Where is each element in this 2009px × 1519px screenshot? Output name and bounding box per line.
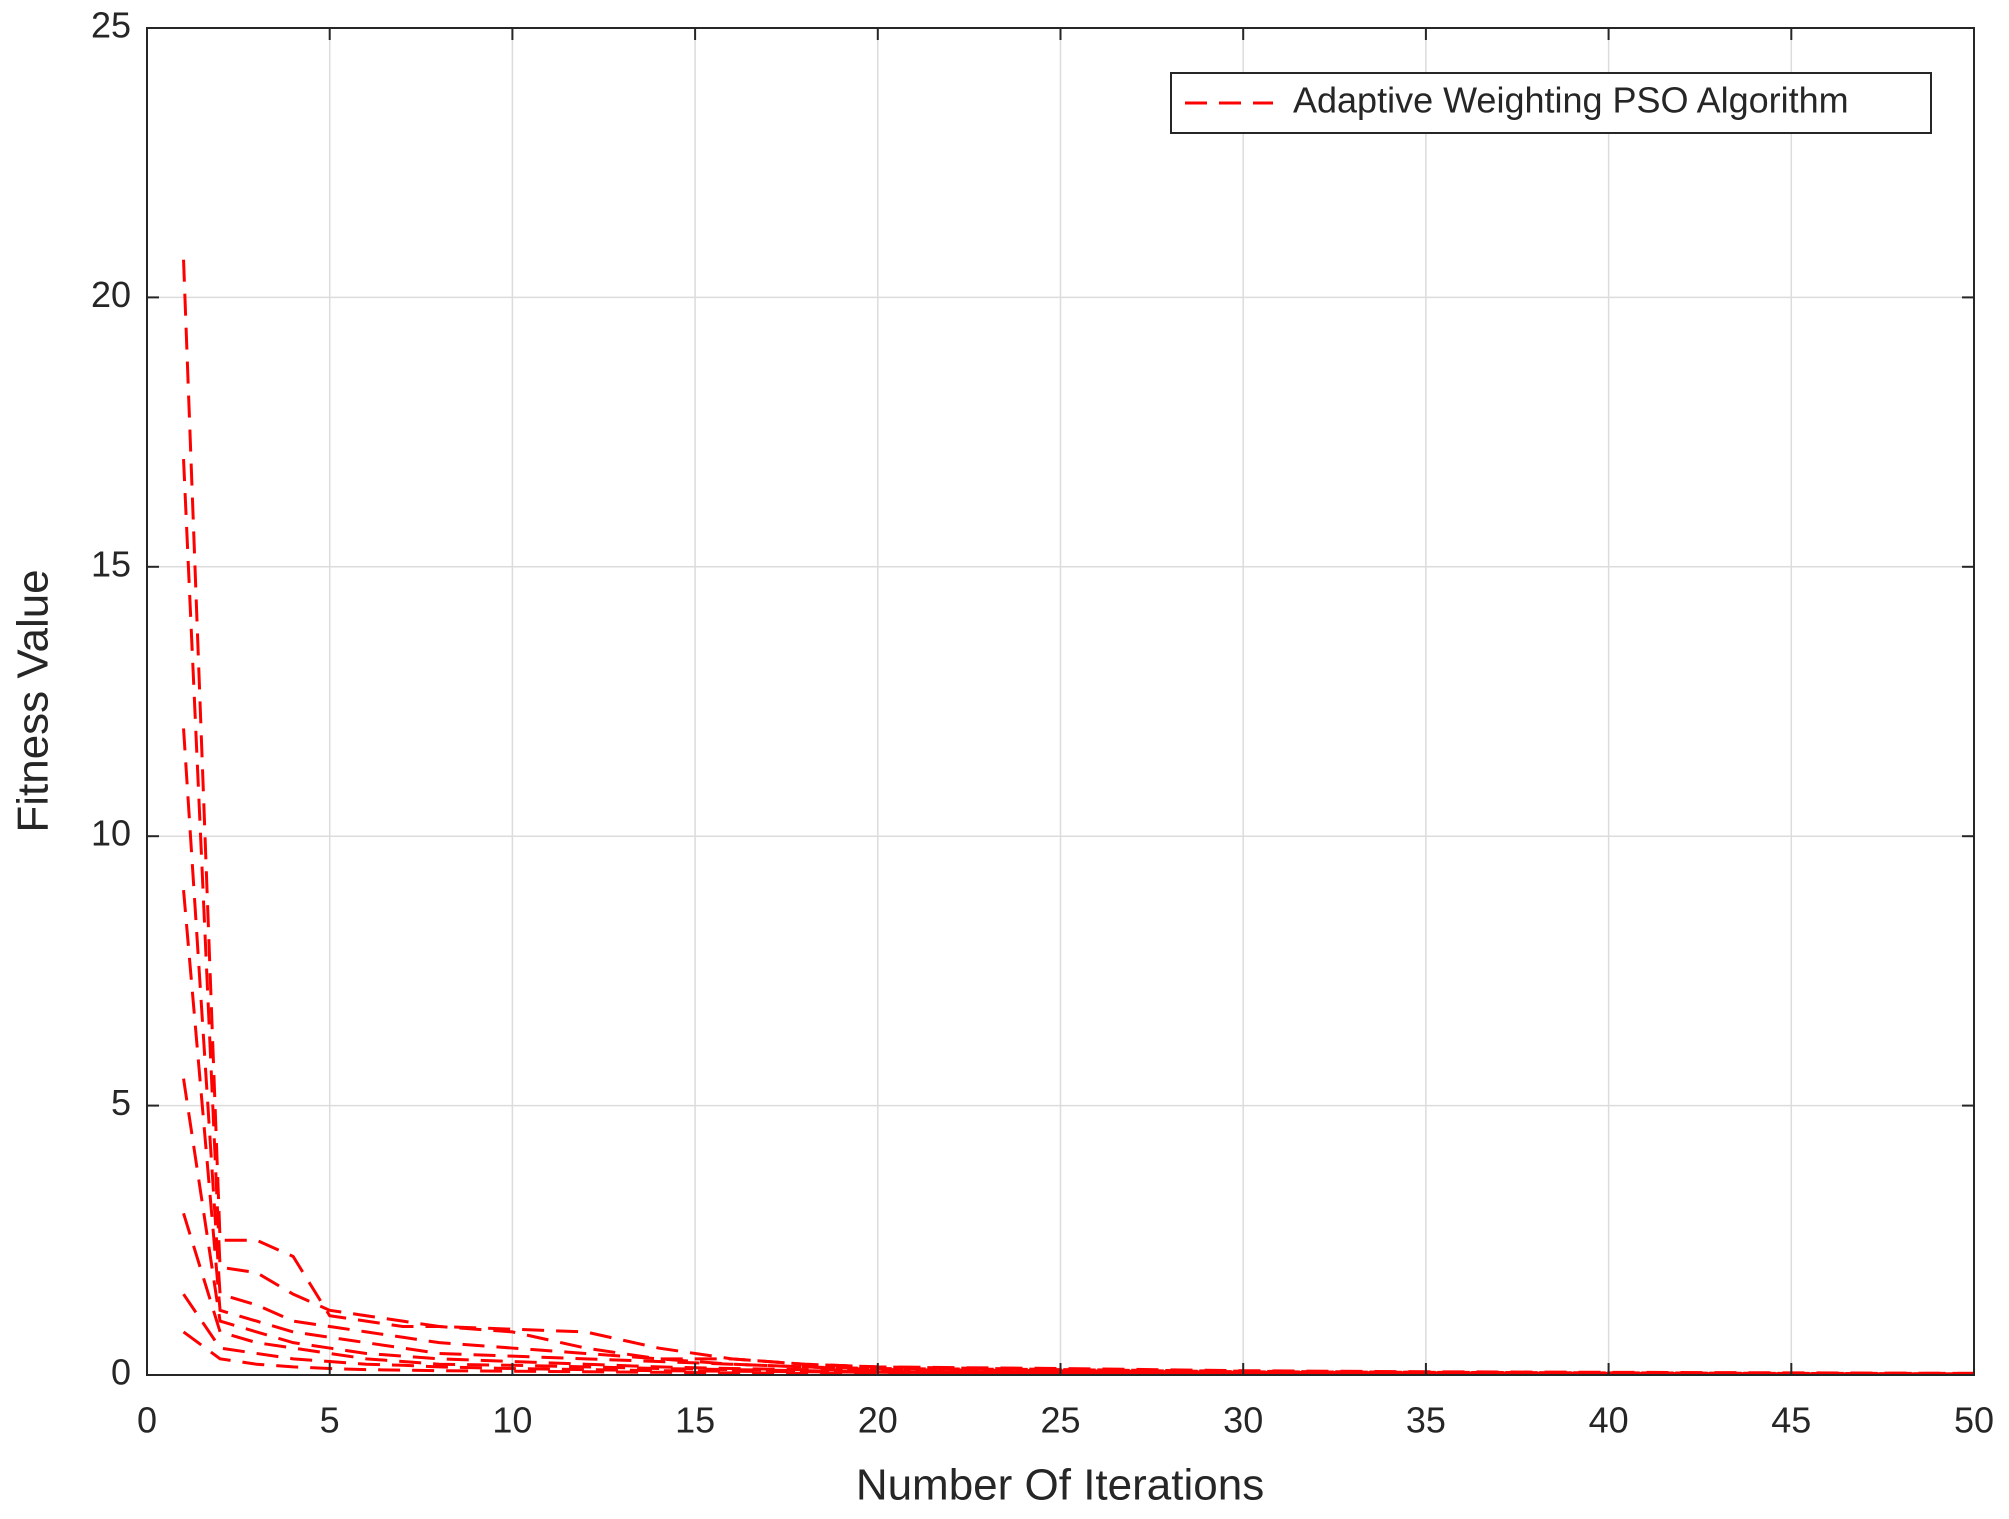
y-axis-label: Fitness Value	[9, 569, 58, 832]
data-line	[182, 458, 1975, 1376]
data-line	[182, 1293, 1974, 1376]
x-tick-label: 35	[1406, 1400, 1446, 1441]
y-tick-label: 5	[111, 1082, 131, 1123]
x-axis-label: Number Of Iterations	[856, 1461, 1264, 1510]
x-tick-label: 20	[858, 1400, 898, 1441]
y-tick-label: 15	[91, 543, 131, 584]
legend-label: Adaptive Weighting PSO Algorithm	[1293, 80, 1849, 121]
x-tick-label: 50	[1954, 1400, 1994, 1441]
legend: Adaptive Weighting PSO Algorithm	[1170, 72, 1932, 134]
y-tick-label: 25	[91, 5, 131, 46]
x-tick-label: 0	[137, 1400, 157, 1441]
x-tick-label: 15	[675, 1400, 715, 1441]
x-tick-label: 5	[320, 1400, 340, 1441]
x-tick-label: 45	[1771, 1400, 1811, 1441]
y-tick-label: 10	[91, 813, 131, 854]
data-line	[182, 1330, 1974, 1376]
x-tick-label: 30	[1223, 1400, 1263, 1441]
legend-box	[1170, 72, 1932, 134]
y-tick-label: 0	[111, 1352, 131, 1393]
y-tick-label: 20	[91, 274, 131, 315]
x-tick-label: 25	[1040, 1400, 1080, 1441]
x-tick-label: 10	[492, 1400, 532, 1441]
x-tick-label: 40	[1589, 1400, 1629, 1441]
data-line	[182, 1078, 1975, 1376]
